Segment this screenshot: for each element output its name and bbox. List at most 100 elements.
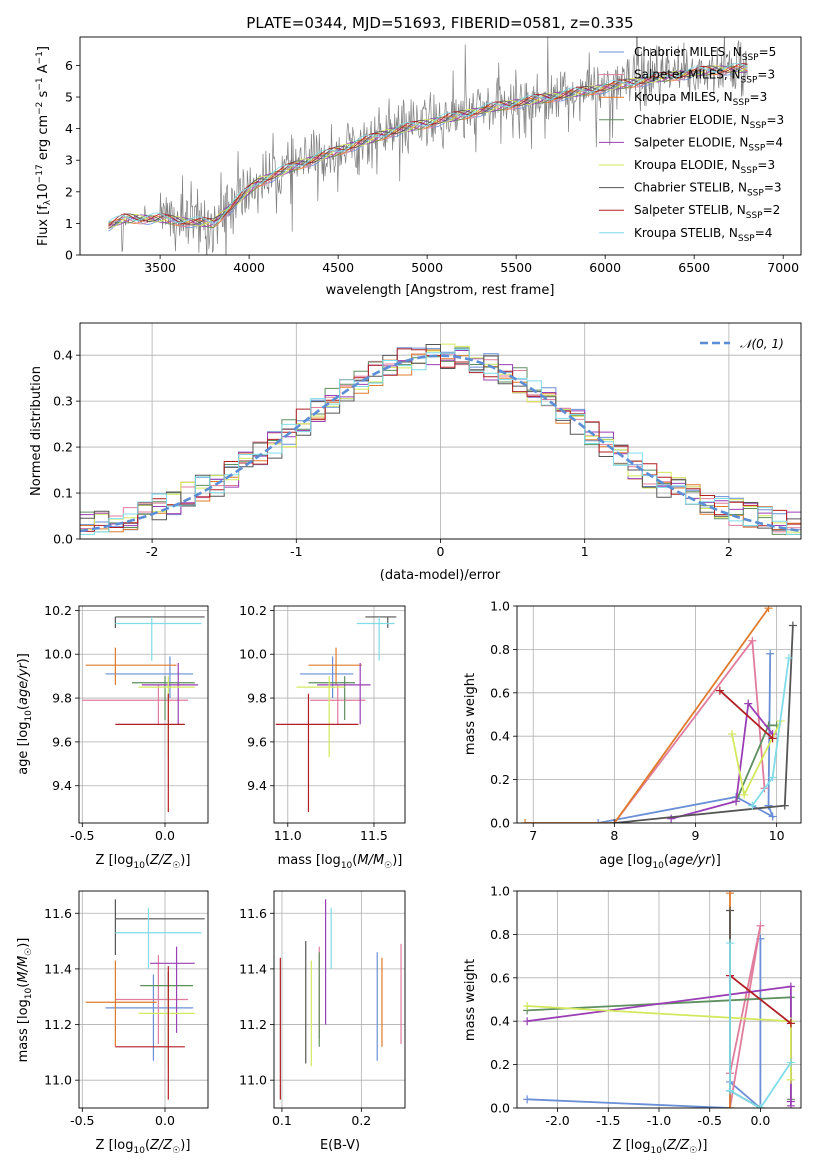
y-tick-label: 11.0 bbox=[239, 1073, 267, 1088]
x-axis-label: Z [log10(Z/Z☉)] bbox=[96, 1138, 191, 1156]
x-tick-label: 6500 bbox=[678, 260, 710, 275]
model-fit-line bbox=[108, 65, 748, 228]
model-fit-line bbox=[108, 66, 748, 229]
x-tick-label: -0.5 bbox=[698, 1113, 722, 1128]
weight-line bbox=[614, 625, 794, 823]
axes-frame bbox=[516, 890, 802, 1109]
x-tick-label: 0 bbox=[437, 544, 445, 559]
y-tick-label: 11.0 bbox=[44, 1073, 72, 1088]
x-tick-label: 10 bbox=[769, 828, 785, 843]
y-tick-label: 9.4 bbox=[247, 778, 267, 793]
y-tick-label: 10.2 bbox=[239, 603, 267, 618]
axes-frame bbox=[78, 605, 209, 824]
y-tick-label: 0.8 bbox=[490, 927, 510, 942]
legend-entry: Salpeter ELODIE, NSSP=4 bbox=[634, 135, 783, 153]
weight-marker bbox=[786, 982, 795, 991]
age_vs_mass-panel: 11.0 11.5 9.4 9.6 9.8 10.0 10.2 bbox=[239, 603, 406, 843]
y-tick-label: 1.0 bbox=[490, 599, 510, 614]
axes-frame bbox=[273, 890, 406, 1109]
y-axis-label: age [log10(age/yr)] bbox=[16, 653, 34, 775]
x-tick-label: -1.5 bbox=[596, 1113, 620, 1128]
axes-frame bbox=[79, 36, 802, 256]
axes-frame bbox=[273, 605, 406, 824]
y-tick-label: 11.2 bbox=[44, 1017, 72, 1032]
model-fit-line bbox=[108, 65, 748, 228]
weight-marker bbox=[521, 819, 530, 823]
y-axis-label: Normed distribution bbox=[29, 366, 44, 496]
weight-marker bbox=[740, 790, 749, 799]
x-axis-label: age [log10(age/yr)] bbox=[599, 853, 721, 871]
y-tick-label: 4 bbox=[65, 121, 73, 136]
y-tick-label: 11.2 bbox=[239, 1017, 267, 1032]
y-tick-label: 0.4 bbox=[53, 348, 73, 363]
legend-entry: Kroupa STELIB, NSSP=4 bbox=[634, 226, 772, 244]
weight-marker bbox=[667, 814, 676, 823]
weight-marker bbox=[748, 801, 757, 810]
axes-frame bbox=[78, 890, 209, 1109]
y-tick-label: 0.0 bbox=[490, 816, 510, 831]
mass_vs_EBV-panel: 0.1 0.2 11.0 11.2 11.4 11.6 bbox=[239, 890, 406, 1128]
weight-marker bbox=[523, 1002, 532, 1011]
y-tick-label: 10.2 bbox=[44, 603, 72, 618]
y-tick-label: 0.6 bbox=[490, 970, 510, 985]
y-tick-label: 0.0 bbox=[490, 1101, 510, 1116]
x-tick-label: 3500 bbox=[144, 260, 176, 275]
weight-marker bbox=[780, 801, 789, 810]
x-axis-label: E(B-V) bbox=[320, 1138, 360, 1153]
y-tick-label: 1.0 bbox=[490, 884, 510, 899]
model-fit-line bbox=[108, 65, 748, 229]
mass_vs_Z-panel: -0.5 0.0 11.0 11.2 11.4 11.6 bbox=[44, 890, 209, 1128]
weight-marker bbox=[748, 636, 757, 645]
x-tick-label: 4000 bbox=[233, 260, 265, 275]
weight-line bbox=[729, 943, 792, 1108]
y-tick-label: 9.8 bbox=[247, 691, 267, 706]
x-tick-label: -0.5 bbox=[70, 828, 94, 843]
chart-title: PLATE=0344, MJD=51693, FIBERID=0581, z=0… bbox=[246, 14, 633, 32]
axes-frame bbox=[79, 322, 802, 540]
x-tick-label: 5000 bbox=[411, 260, 443, 275]
y-tick-label: 9.4 bbox=[52, 778, 72, 793]
age_vs_Z-plot-area bbox=[82, 616, 205, 813]
gaussian-reference-curve bbox=[80, 354, 801, 533]
y-axis-label: mass weight bbox=[463, 673, 478, 755]
legend-entry: 𝒩(0, 1) bbox=[740, 337, 784, 351]
x-tick-label: -2 bbox=[146, 544, 158, 559]
weight-line bbox=[597, 653, 775, 823]
weight-marker bbox=[728, 730, 737, 739]
weight-marker bbox=[764, 801, 773, 810]
x-tick-label: -0.5 bbox=[70, 1113, 94, 1128]
histogram-step-line bbox=[80, 348, 801, 532]
x-tick-label: -1.0 bbox=[647, 1113, 671, 1128]
weight-marker bbox=[786, 1075, 795, 1084]
x-tick-label: 11.0 bbox=[274, 828, 302, 843]
x-axis-label: Z [log10(Z/Z☉)] bbox=[96, 853, 191, 871]
y-tick-label: 5 bbox=[65, 90, 73, 105]
x-tick-label: 6000 bbox=[589, 260, 621, 275]
y-tick-label: 9.6 bbox=[247, 734, 267, 749]
weight-marker bbox=[786, 1058, 795, 1067]
y-tick-label: 0.3 bbox=[53, 394, 73, 409]
weight-marker bbox=[744, 699, 753, 708]
y-tick-label: 11.6 bbox=[44, 906, 72, 921]
y-tick-label: 9.6 bbox=[52, 734, 72, 749]
weight_vs_age-plot-area bbox=[521, 606, 797, 823]
y-tick-label: 0.6 bbox=[490, 685, 510, 700]
y-tick-label: 0.1 bbox=[53, 486, 73, 501]
y-tick-label: 1 bbox=[65, 216, 73, 231]
x-tick-label: 0.0 bbox=[155, 1113, 175, 1128]
age_vs_mass-plot-area bbox=[275, 616, 397, 813]
model-fit-line bbox=[108, 62, 748, 225]
weight-marker bbox=[756, 1104, 765, 1108]
y-axis-label: mass weight bbox=[463, 959, 478, 1041]
weight-marker bbox=[764, 606, 773, 613]
legend-entry: Kroupa MILES, NSSP=3 bbox=[634, 90, 767, 108]
x-axis-label: Z [log10(Z/Z☉)] bbox=[613, 1138, 708, 1156]
x-tick-label: 0.0 bbox=[750, 1113, 770, 1128]
y-tick-label: 3 bbox=[65, 153, 73, 168]
weight-marker bbox=[786, 1019, 795, 1028]
x-tick-label: -1 bbox=[290, 544, 302, 559]
age_vs_Z-panel: -0.5 0.0 9.4 9.6 9.8 10.0 10.2 bbox=[44, 603, 209, 843]
legend-entry: Chabrier ELODIE, NSSP=3 bbox=[634, 113, 784, 131]
y-tick-label: 2 bbox=[65, 184, 73, 199]
